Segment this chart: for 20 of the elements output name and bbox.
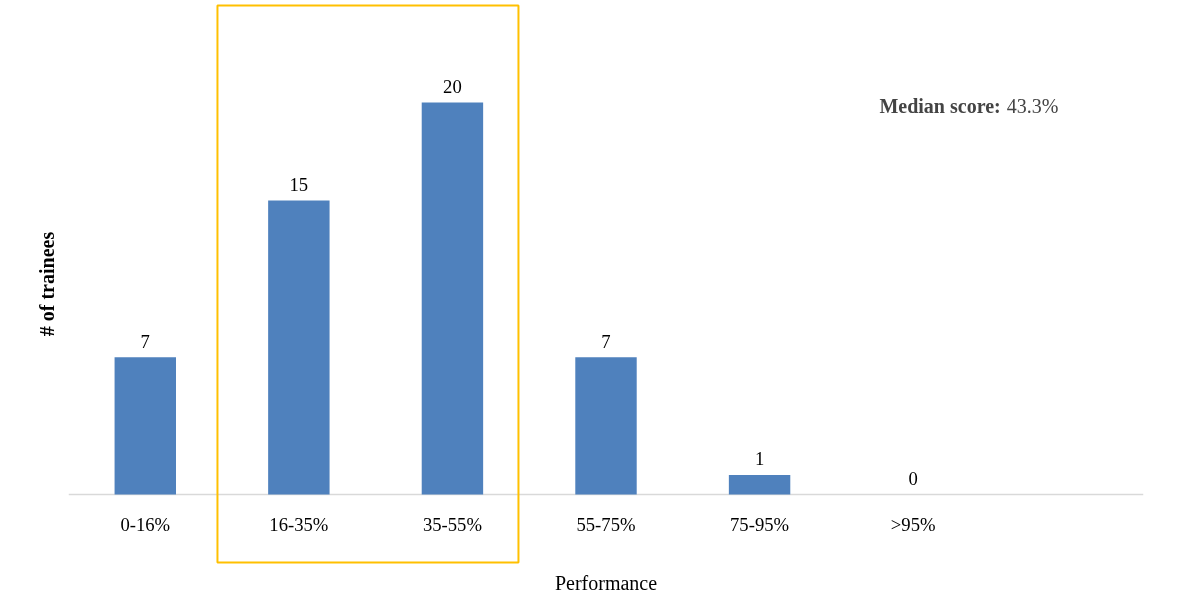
y-axis-title: # of trainees bbox=[35, 231, 58, 337]
x-tick-label: 55-75% bbox=[576, 514, 636, 535]
data-label: 15 bbox=[289, 173, 309, 195]
x-tick-label: 16-35% bbox=[269, 514, 329, 535]
x-tick-label: >95% bbox=[890, 514, 936, 535]
data-label: 0 bbox=[908, 467, 918, 489]
x-axis-title: Performance bbox=[554, 571, 658, 594]
data-label: 20 bbox=[443, 75, 462, 97]
bar bbox=[575, 357, 637, 495]
x-tick-label: 75-95% bbox=[730, 514, 790, 535]
x-tick-label: 35-55% bbox=[422, 514, 482, 535]
data-label: 1 bbox=[754, 448, 765, 470]
data-label: 7 bbox=[140, 330, 150, 352]
annotation: Median score: 43.3% bbox=[879, 94, 1059, 117]
bar bbox=[114, 357, 176, 495]
bar bbox=[728, 474, 791, 495]
bar bbox=[421, 102, 484, 495]
x-tick-label: 0-16% bbox=[120, 514, 171, 535]
data-label: 7 bbox=[601, 330, 611, 352]
bar bbox=[268, 200, 330, 495]
